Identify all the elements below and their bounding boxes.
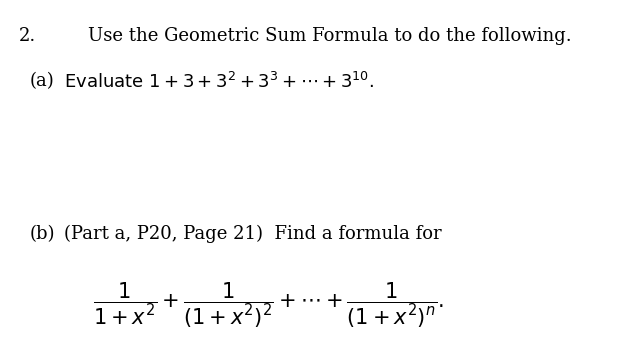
Text: (b): (b) (29, 225, 55, 243)
Text: $\mathrm{Evaluate}\ 1 + 3 + 3^2 + 3^3 + \cdots + 3^{10}.$: $\mathrm{Evaluate}\ 1 + 3 + 3^2 + 3^3 + … (64, 72, 374, 92)
Text: Use the Geometric Sum Formula to do the following.: Use the Geometric Sum Formula to do the … (88, 27, 572, 45)
Text: (a): (a) (29, 72, 54, 90)
Text: 2.: 2. (19, 27, 36, 45)
Text: $\dfrac{1}{1+x^2} + \dfrac{1}{(1+x^2)^2} + \cdots + \dfrac{1}{(1+x^2)^n}.$: $\dfrac{1}{1+x^2} + \dfrac{1}{(1+x^2)^2}… (93, 281, 444, 330)
Text: (Part a, P20, Page 21)  Find a formula for: (Part a, P20, Page 21) Find a formula fo… (64, 225, 441, 243)
